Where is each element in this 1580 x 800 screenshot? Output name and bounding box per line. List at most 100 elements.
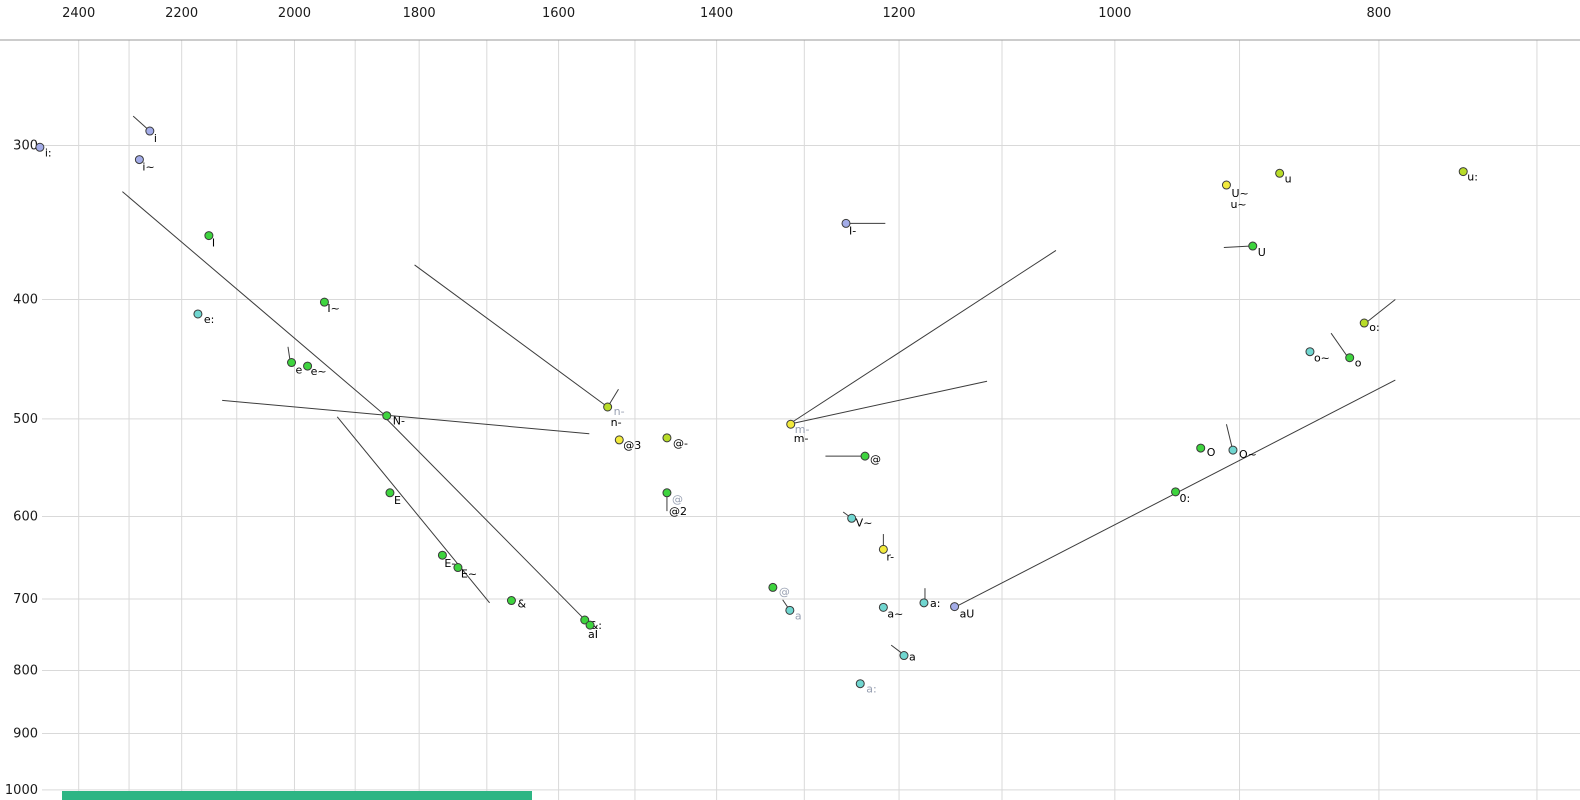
vowel-point-28-au: [950, 602, 960, 612]
vowel-label-33-0-u_: u:: [1467, 171, 1478, 184]
vowel-point-10-e_: [437, 550, 447, 560]
vowel-point-19-m_: [786, 419, 796, 429]
x-axis-tick-label-1000: 1000: [1098, 6, 1131, 21]
trajectory-line-15: [1365, 299, 1396, 324]
vowel-point-2-i_: [134, 155, 144, 165]
vowel-point-7-e_: [303, 361, 313, 371]
vowel-label-31-0-u_: U~: [1231, 187, 1248, 200]
vowel-label-8-0-n_: N-: [393, 415, 405, 428]
y-axis-tick-label-500: 500: [13, 412, 38, 427]
vowel-label-27-0-a_: a:: [930, 597, 940, 610]
trajectory-line-3: [336, 416, 490, 604]
trajectory-line-7: [788, 250, 1057, 425]
y-axis-tick-label-900: 900: [13, 727, 38, 742]
vowel-label-12-0-_: &: [517, 598, 526, 611]
trajectory-line-14: [1223, 245, 1252, 249]
vowel-point-33-u_: [1458, 167, 1468, 177]
vowel-point-31-u_: [1221, 180, 1231, 190]
vowel-label-38-0-o: O: [1207, 446, 1216, 459]
vowel-point-17-_: [662, 433, 672, 443]
vowel-label-15-1-n_: n-: [611, 416, 622, 429]
vowel-point-23-r_: [878, 544, 888, 554]
y-axis-tick-backing-600: [0, 506, 42, 522]
y-axis-tick-backing-300: [0, 135, 42, 151]
vowel-label-24-0-_: @: [779, 585, 790, 598]
vowel-label-0-0-i_: i:: [45, 146, 52, 159]
vowel-point-26-a_: [878, 602, 888, 612]
y-axis-tick-label-400: 400: [13, 292, 38, 307]
y-axis-tick-backing-400: [0, 289, 42, 305]
vowel-point-32-u: [1275, 168, 1285, 178]
vowel-label-11-0-e_: E~: [461, 568, 477, 581]
vowel-point-22-v_: [847, 513, 857, 523]
x-axis-tick-label-2200: 2200: [165, 6, 198, 21]
vowel-label-37-0-o: o: [1355, 357, 1362, 370]
x-axis-tick-label-2400: 2400: [62, 6, 95, 21]
trajectory-line-5: [414, 264, 608, 408]
x-axis-tick-label-800: 800: [1367, 6, 1392, 21]
y-axis-tick-label-300: 300: [13, 138, 38, 153]
vowel-point-36-o_: [1305, 347, 1315, 357]
trajectory-line-2: [222, 399, 590, 435]
bottom-green-bar: [62, 791, 532, 800]
vowel-point-11-e_: [453, 563, 463, 573]
vowel-label-14-0-ai: aI: [588, 628, 598, 641]
vowel-label-26-0-a_: a~: [887, 607, 903, 620]
y-axis-tick-backing-1000: [0, 779, 42, 795]
y-axis-tick-label-700: 700: [13, 592, 38, 607]
vowel-label-15-0-n_: n-: [614, 405, 625, 418]
vowel-point-12-_: [506, 596, 516, 606]
vowel-point-37-o: [1345, 353, 1355, 363]
vowel-label-29-0-a: a: [909, 651, 916, 664]
vowel-label-19-1-m_: m-: [794, 432, 809, 445]
vowel-label-36-0-o_: o~: [1314, 352, 1330, 365]
vowel-point-27-a_: [919, 598, 929, 608]
vowel-point-13-_: [580, 615, 590, 625]
vowel-label-1-0-i: i: [154, 132, 157, 145]
vowel-label-20-0-i_: I-: [849, 224, 856, 237]
vowel-point-9-e: [385, 488, 395, 498]
vowel-point-6-e: [287, 358, 297, 368]
vowel-point-8-n_: [382, 411, 392, 421]
vowel-point-38-o: [1196, 443, 1206, 453]
vowel-label-16-0-_3: @3: [623, 439, 641, 452]
x-axis-tick-label-2000: 2000: [278, 6, 311, 21]
vowel-label-3-0-i: I: [212, 237, 215, 250]
y-axis-tick-label-600: 600: [13, 510, 38, 525]
x-axis-tick-label-1400: 1400: [700, 6, 733, 21]
vowel-label-19-0-m_: m-: [795, 423, 810, 436]
vowel-point-21-_: [860, 451, 870, 461]
vowel-label-34-0-u: U: [1258, 246, 1266, 259]
vowel-label-23-0-r_: r-: [886, 550, 894, 563]
vowel-label-21-0-_: @: [870, 453, 881, 466]
trajectory-line-8: [788, 380, 988, 425]
vowel-label-17-0-_: @-: [673, 437, 688, 450]
vowel-label-10-0-e_: E-: [444, 557, 455, 570]
vowel-label-35-0-o_: o:: [1369, 321, 1379, 334]
vowel-label-5-0-i_: I~: [327, 302, 339, 315]
y-axis-tick-backing-700: [0, 589, 42, 605]
vowel-point-4-e_: [193, 309, 203, 319]
vowel-point-30-a_: [855, 679, 865, 689]
y-axis-tick-label-800: 800: [13, 663, 38, 678]
vowel-label-4-0-e_: e:: [204, 313, 214, 326]
vowel-point-14-ai: [585, 620, 595, 630]
y-axis-tick-label-1000: 1000: [5, 783, 38, 798]
trajectory-line-16: [1330, 332, 1349, 359]
vowel-point-25-a: [785, 605, 795, 615]
vowel-label-32-0-u: u: [1285, 172, 1292, 185]
vowel-point-0-i_: [35, 142, 45, 152]
vowel-point-16-_3: [614, 435, 624, 445]
vowel-label-18-0-_: @: [672, 493, 683, 506]
vowel-point-1-i: [145, 126, 155, 136]
x-axis-tick-label-1200: 1200: [882, 6, 915, 21]
vowel-point-35-o_: [1359, 318, 1369, 328]
vowel-label-28-0-au: aU: [960, 608, 975, 621]
vowel-label-18-1-_2: @2: [669, 505, 687, 518]
vowel-point-40-0_: [1171, 487, 1181, 497]
vowel-label-9-0-e: E: [394, 494, 401, 507]
vowel-point-15-n_: [603, 402, 613, 412]
vowel-label-25-0-a: a: [795, 609, 802, 622]
